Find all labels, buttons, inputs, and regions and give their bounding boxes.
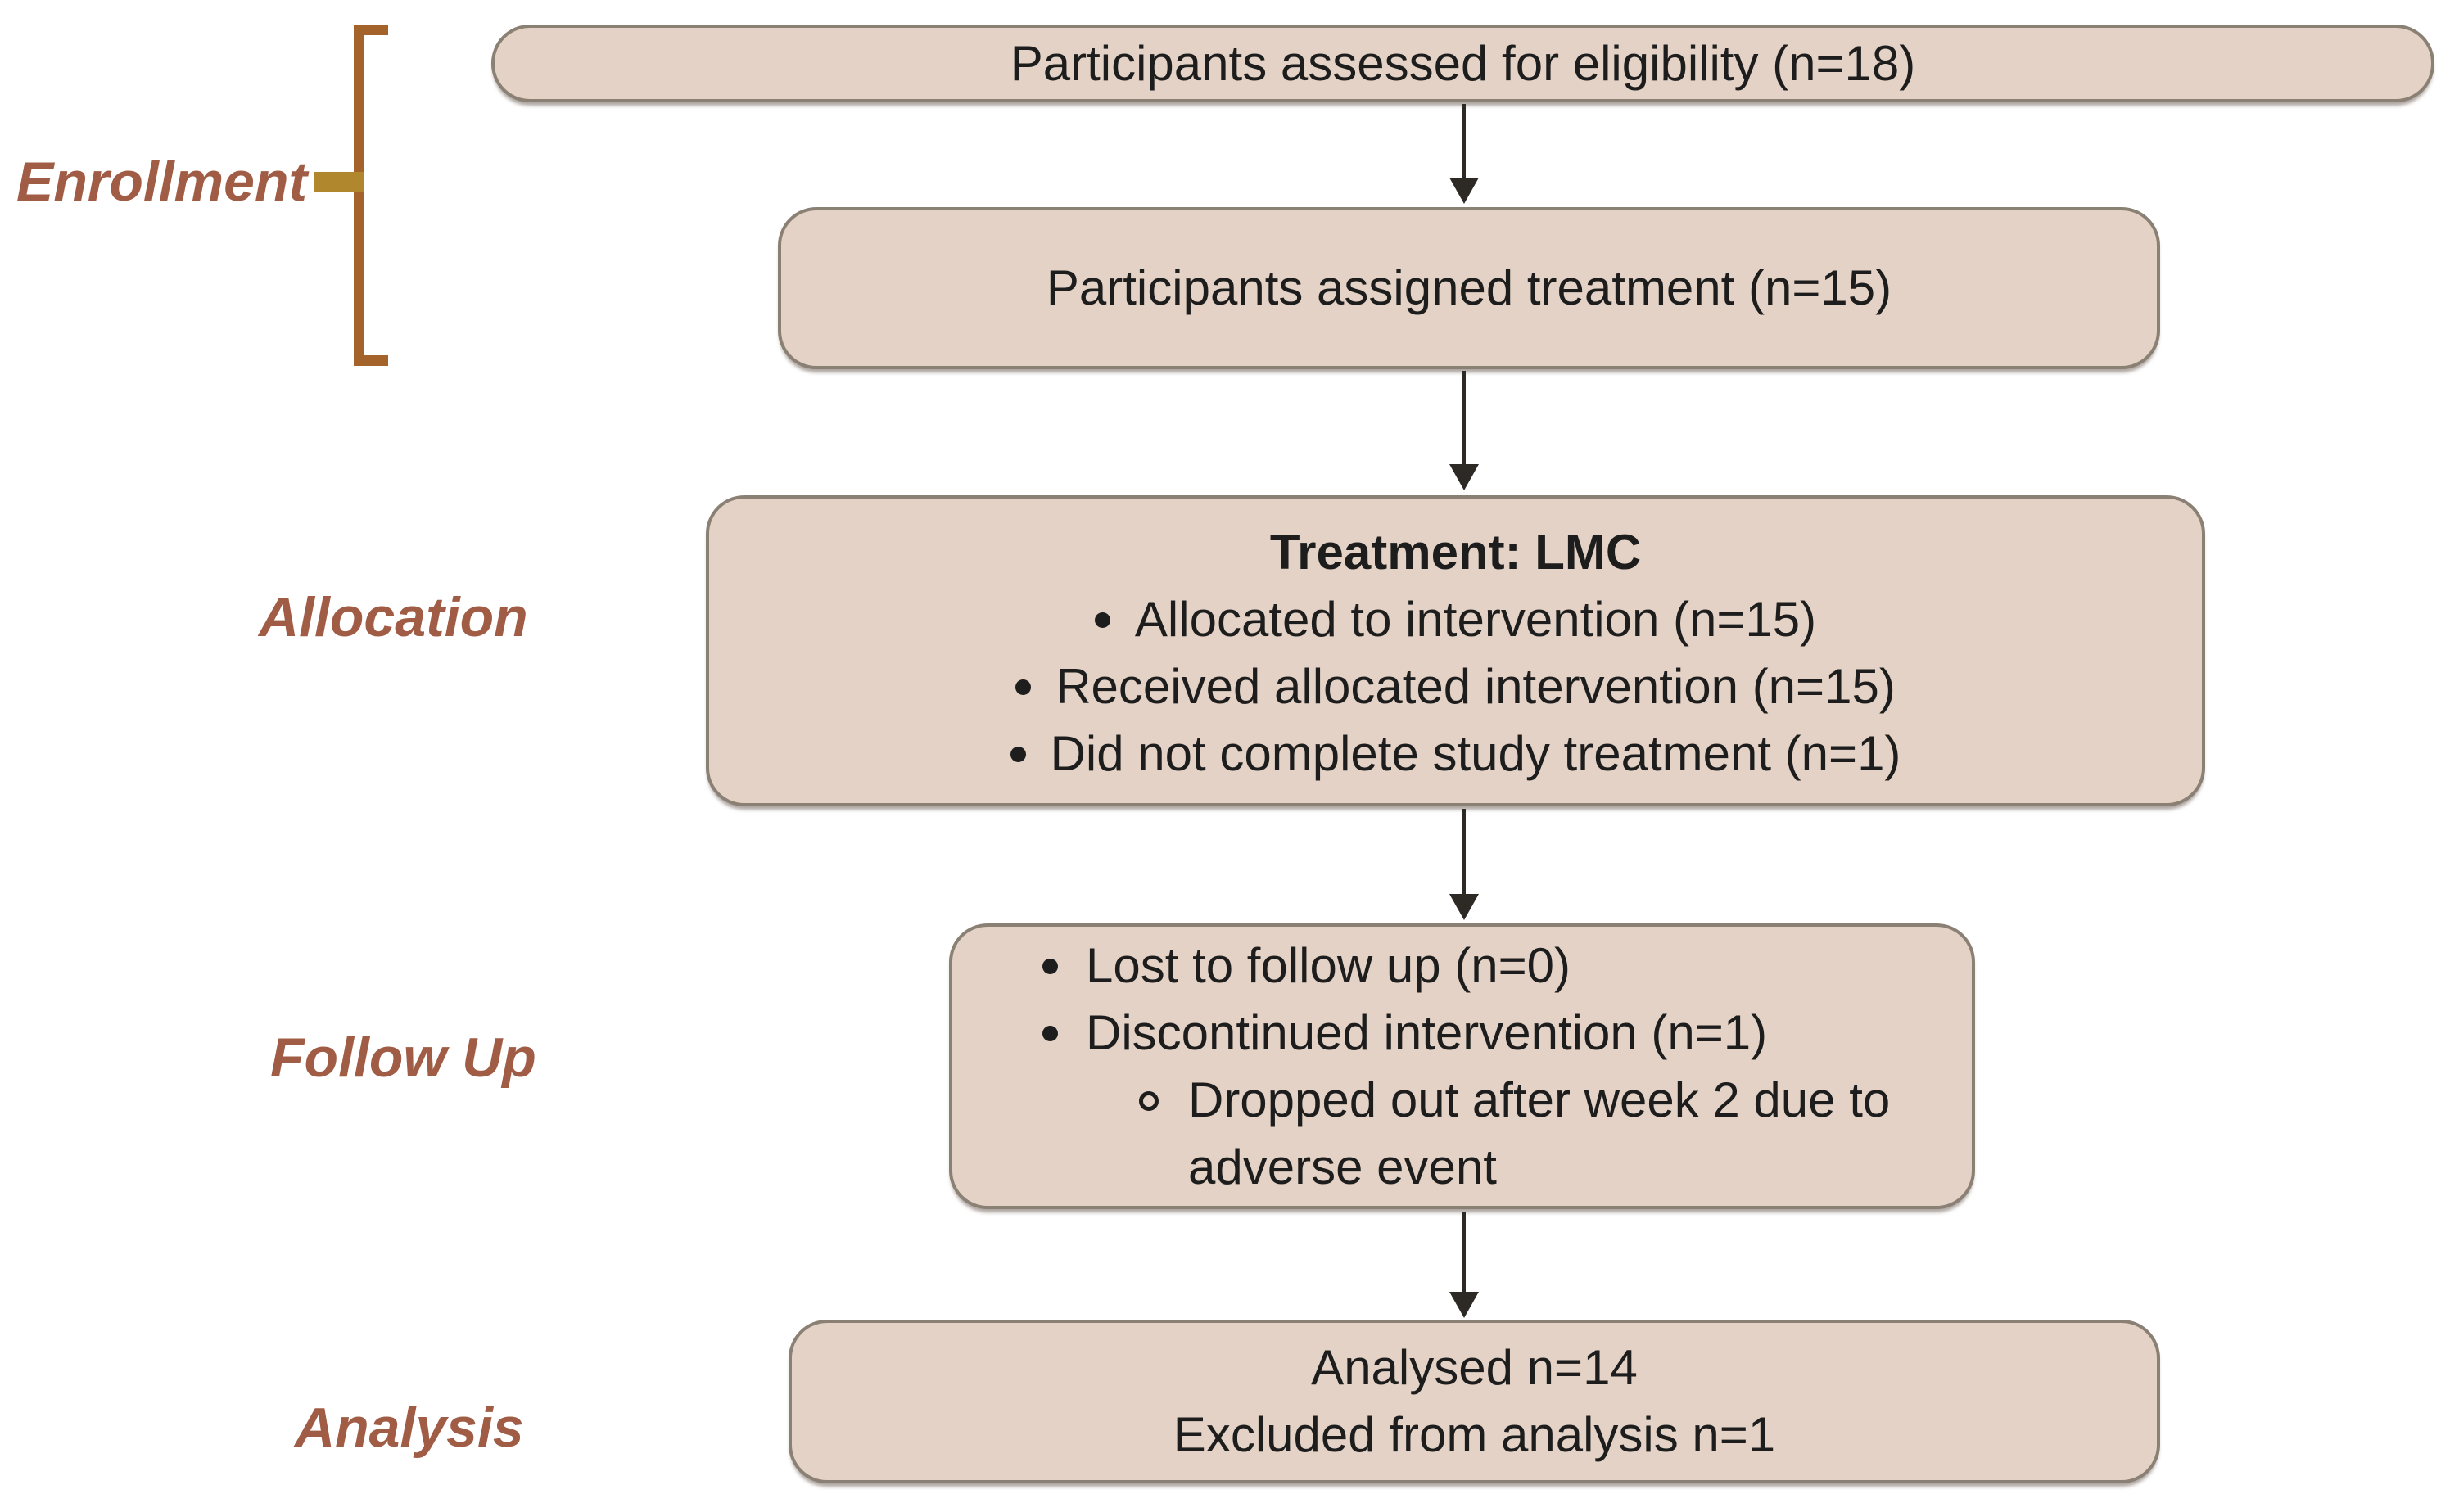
followup-bullet-discontinued: Discontinued intervention (n=1) <box>1042 1000 1972 1067</box>
box-assigned-treatment-text: Participants assigned treatment (n=15) <box>1046 260 1892 315</box>
followup-bullet-lost-text: Lost to follow up (n=0) <box>1086 937 1571 993</box>
treatment-bullet-allocated-text: Allocated to intervention (n=15) <box>1134 592 1817 647</box>
followup-sub-bullet-dropped-out: Dropped out after week 2 due to adverse … <box>1139 1067 1972 1201</box>
stage-label-allocation: Allocation <box>259 586 528 648</box>
arrow-followup-to-analysis <box>1462 1212 1466 1293</box>
box-analysis-line2: Excluded from analysis n=1 <box>1173 1407 1776 1462</box>
bullet-icon <box>1015 679 1032 695</box>
arrowhead-eligibility-to-assigned <box>1449 178 1479 204</box>
followup-sub-bullet-text: Dropped out after week 2 due to adverse … <box>1188 1072 1891 1194</box>
enrollment-bracket-vertical <box>354 25 364 366</box>
enrollment-bracket-bottom-foot <box>354 355 388 366</box>
box-eligibility: Participants assessed for eligibility (n… <box>491 25 2434 102</box>
bullet-icon <box>1042 958 1058 974</box>
box-analysis-line1: Analysed n=14 <box>1311 1340 1638 1395</box>
box-assigned-treatment: Participants assigned treatment (n=15) <box>778 207 2160 369</box>
box-analysis: Analysed n=14 Excluded from analysis n=1 <box>789 1320 2160 1483</box>
followup-bullet-lost: Lost to follow up (n=0) <box>1042 932 1972 1000</box>
arrowhead-treatment-to-followup <box>1449 894 1479 920</box>
bullet-icon <box>1094 612 1110 628</box>
treatment-bullet-received: Received allocated intervention (n=15) <box>709 653 2202 720</box>
treatment-bullet-not-complete: Did not complete study treatment (n=1) <box>709 720 2202 788</box>
enrollment-bracket-top-foot <box>354 25 388 35</box>
treatment-bullet-not-complete-text: Did not complete study treatment (n=1) <box>1050 726 1901 781</box>
arrow-eligibility-to-assigned <box>1462 104 1466 179</box>
stage-label-follow-up: Follow Up <box>270 1027 536 1089</box>
treatment-bullet-allocated: Allocated to intervention (n=15) <box>709 586 2202 653</box>
box-treatment-allocation: Treatment: LMC Allocated to intervention… <box>706 495 2205 806</box>
followup-bullet-discontinued-text: Discontinued intervention (n=1) <box>1086 1004 1768 1060</box>
box-follow-up: Lost to follow up (n=0) Discontinued int… <box>949 923 1975 1209</box>
arrow-assigned-to-treatment <box>1462 371 1466 466</box>
stage-label-enrollment: Enrollment <box>16 151 308 213</box>
stage-label-analysis: Analysis <box>295 1397 524 1459</box>
arrow-treatment-to-followup <box>1462 809 1466 896</box>
bullet-icon <box>1010 746 1026 762</box>
box-eligibility-text: Participants assessed for eligibility (n… <box>1010 35 1916 91</box>
treatment-bullet-received-text: Received allocated intervention (n=15) <box>1055 659 1896 714</box>
arrowhead-assigned-to-treatment <box>1449 464 1479 490</box>
box-treatment-title: Treatment: LMC <box>1269 525 1642 580</box>
open-bullet-icon <box>1139 1090 1159 1111</box>
arrowhead-followup-to-analysis <box>1449 1292 1479 1318</box>
bullet-icon <box>1042 1025 1058 1041</box>
enrollment-bracket-tick <box>314 172 364 192</box>
